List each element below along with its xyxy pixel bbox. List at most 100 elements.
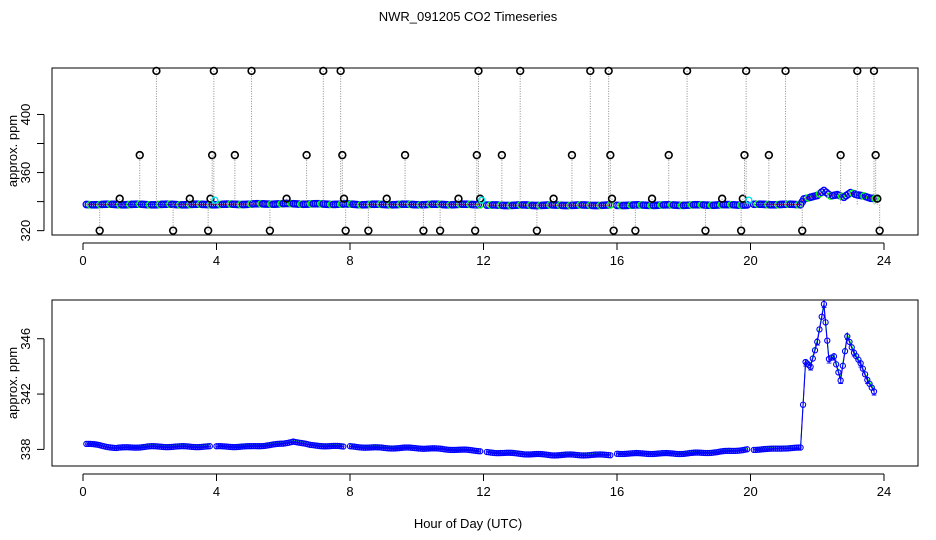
- series-point: [582, 452, 589, 459]
- series-point: [182, 443, 189, 450]
- series-point: [256, 443, 263, 450]
- series-point: [125, 444, 132, 451]
- series-point: [791, 444, 798, 451]
- spike-point: [338, 150, 347, 160]
- series-point: [119, 444, 126, 451]
- series-point: [499, 449, 507, 457]
- spike-point: [419, 226, 428, 235]
- x-tick-label: 12: [476, 253, 490, 268]
- series-point: [576, 452, 583, 459]
- series-point: [254, 443, 261, 450]
- series-line: [349, 445, 481, 452]
- series-point: [491, 449, 498, 457]
- series-point: [631, 449, 638, 457]
- series-point: [805, 362, 813, 369]
- series-point: [132, 444, 140, 451]
- series-point: [362, 444, 369, 451]
- series-point: [594, 451, 602, 458]
- series-point: [423, 445, 430, 452]
- series-point: [551, 452, 558, 459]
- figure-title: NWR_091205 CO2 Timeseries: [379, 9, 558, 24]
- series-point: [744, 446, 751, 453]
- series-point: [475, 447, 482, 455]
- ambient-segment: [82, 199, 485, 209]
- spike-point: [871, 150, 880, 160]
- series-point: [497, 449, 505, 457]
- spike-point: [470, 226, 480, 235]
- spike-point: [302, 150, 311, 160]
- series-point: [456, 446, 464, 453]
- series-point: [164, 443, 171, 451]
- series-point: [364, 444, 371, 451]
- series-point: [731, 447, 739, 455]
- x-axis-label: Hour of Day (UTC): [414, 516, 522, 531]
- series-point: [619, 450, 627, 458]
- series-label-glyph: 1: [851, 348, 857, 360]
- top-plot-area: [82, 66, 884, 235]
- series-point: [824, 337, 831, 344]
- series-point: [696, 449, 703, 456]
- series-point: [126, 444, 134, 451]
- series-point: [615, 450, 623, 458]
- series-point: [809, 355, 816, 362]
- series-point: [818, 313, 825, 320]
- series-point: [702, 449, 709, 457]
- spike-point: [607, 194, 617, 203]
- top-x-axis: 0 4 8 12 16 20 24: [79, 242, 891, 268]
- series-point: [252, 442, 259, 450]
- series-point: [419, 445, 426, 452]
- series-line: [753, 304, 875, 451]
- series-line: [753, 302, 875, 449]
- series-point: [698, 449, 705, 456]
- series-point: [674, 450, 682, 458]
- series-label-glyph: 1: [808, 361, 814, 373]
- series-point: [802, 358, 809, 366]
- series-point: [213, 443, 220, 450]
- series-point: [448, 446, 456, 454]
- series-point: [857, 360, 864, 367]
- x-tick-label: 4: [213, 253, 220, 268]
- series-point: [388, 445, 395, 452]
- series-point: [647, 450, 654, 458]
- series-point: [176, 443, 183, 450]
- series-point: [146, 443, 153, 450]
- series-point: [725, 447, 733, 454]
- series-point: [844, 333, 851, 340]
- series-point: [458, 446, 466, 453]
- spike-point: [95, 226, 104, 235]
- series-point: [121, 444, 128, 451]
- spike-point: [282, 194, 291, 203]
- spike-point: [717, 194, 727, 203]
- timeseries-segment: [613, 446, 751, 458]
- spike-point: [454, 194, 463, 203]
- spike-point: [341, 226, 350, 235]
- spike-point: [400, 150, 410, 160]
- series-label-glyph: 1: [838, 375, 844, 387]
- x-tick-label: 20: [743, 253, 757, 268]
- x-tick-label: 0: [79, 253, 86, 268]
- reference-point: [478, 196, 486, 204]
- series-point: [433, 445, 440, 452]
- series-point: [586, 451, 593, 459]
- bottom-y-axis: 338 342 346: [18, 328, 45, 460]
- spike-point: [606, 150, 615, 160]
- series-point: [795, 444, 802, 451]
- spike-point: [472, 150, 482, 160]
- series-point: [649, 450, 656, 458]
- series-point: [166, 443, 173, 451]
- spike-point: [230, 150, 240, 160]
- spike-point: [168, 226, 178, 235]
- series-point: [477, 448, 484, 455]
- series-point: [505, 449, 513, 456]
- series-point: [525, 451, 532, 458]
- top-plot-frame: [51, 67, 919, 236]
- spike-point: [382, 194, 391, 203]
- series-point: [278, 440, 285, 447]
- series-point: [635, 449, 642, 457]
- series-point: [676, 450, 683, 458]
- series-point: [778, 445, 785, 452]
- series-point: [454, 446, 462, 453]
- series-point: [780, 445, 788, 452]
